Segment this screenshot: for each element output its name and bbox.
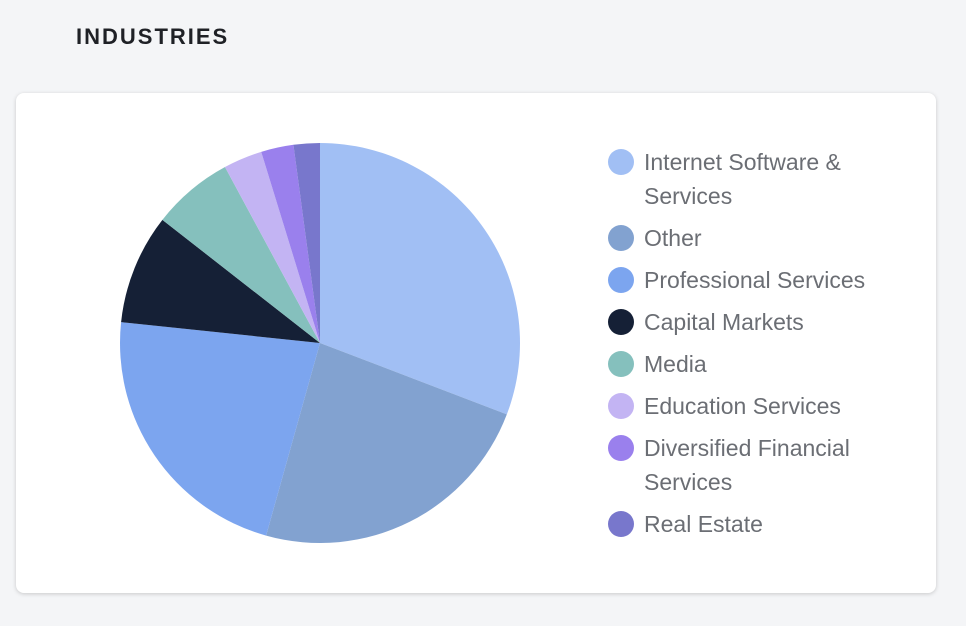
- legend-item[interactable]: Real Estate: [606, 507, 916, 541]
- pie-slice-professional-services[interactable]: [119, 322, 320, 536]
- pie-slice-diversified-financial-services[interactable]: [261, 144, 320, 343]
- legend-swatch: [608, 393, 634, 419]
- pie-slice-other[interactable]: [266, 343, 507, 543]
- legend-item[interactable]: Diversified Financial Services: [606, 431, 916, 499]
- pie-slice-real-estate[interactable]: [293, 143, 320, 343]
- legend-label: Education Services: [644, 393, 841, 419]
- industries-card: Internet Software & Services Other Profess…: [16, 93, 936, 593]
- pie-slice-capital-markets[interactable]: [121, 219, 321, 343]
- pie-slice-education-services[interactable]: [224, 151, 320, 343]
- legend-swatch: [608, 225, 634, 251]
- pie-slice-media[interactable]: [162, 167, 320, 343]
- legend-label: Diversified Financial Services: [644, 435, 850, 495]
- section-title: INDUSTRIES: [76, 24, 230, 49]
- legend-item[interactable]: Media: [606, 347, 916, 381]
- legend-label: Capital Markets: [644, 309, 804, 335]
- chart-legend: Internet Software & Services Other Profess…: [606, 145, 916, 549]
- legend-swatch: [608, 435, 634, 461]
- legend-label: Professional Services: [644, 267, 866, 293]
- legend-swatch: [608, 351, 634, 377]
- legend-item[interactable]: Capital Markets: [606, 305, 916, 339]
- legend-swatch: [608, 511, 634, 537]
- legend-item[interactable]: Other: [606, 221, 916, 255]
- legend-item[interactable]: Education Services: [606, 389, 916, 423]
- legend-item[interactable]: Internet Software & Services: [606, 145, 916, 213]
- legend-swatch: [608, 309, 634, 335]
- legend-label: Internet Software & Services: [644, 149, 841, 209]
- legend-item[interactable]: Professional Services: [606, 263, 916, 297]
- legend-label: Real Estate: [644, 511, 763, 537]
- legend-swatch: [608, 149, 634, 175]
- industries-pie-chart: [119, 143, 520, 543]
- legend-label: Media: [644, 351, 707, 377]
- legend-label: Other: [644, 225, 702, 251]
- legend-swatch: [608, 267, 634, 293]
- pie-slice-internet-software-services[interactable]: [320, 143, 520, 415]
